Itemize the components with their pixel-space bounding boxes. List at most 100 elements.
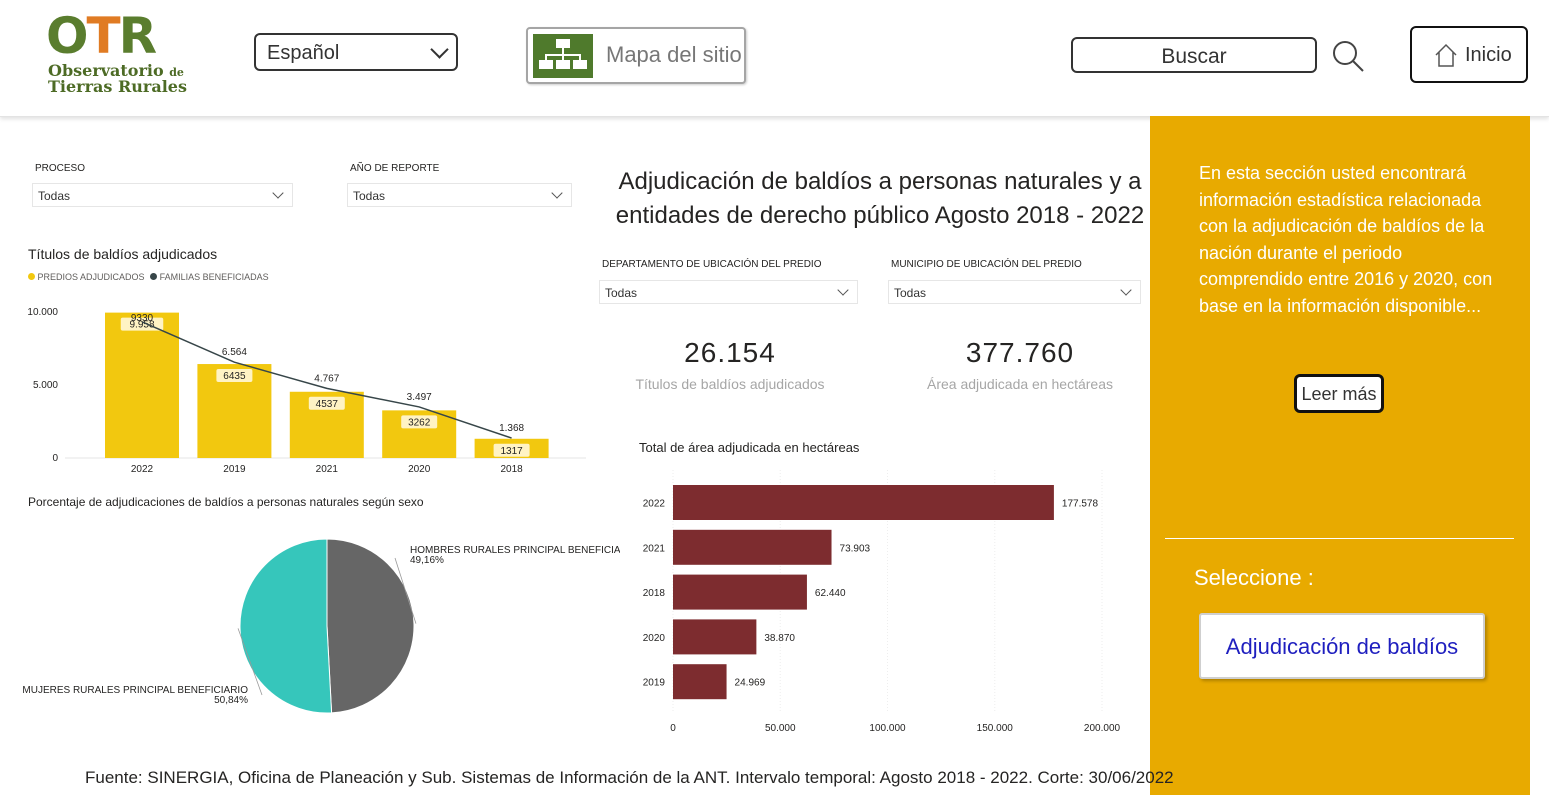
- hbar-area: [673, 664, 727, 700]
- titulos-chart-legend: PREDIOS ADJUDICADOS FAMILIAS BENEFICIADA…: [28, 272, 269, 282]
- x-tick-label: 2020: [408, 464, 431, 475]
- data-label-bg: [401, 415, 438, 429]
- area-chart-title: Total de área adjudicada en hectáreas: [639, 440, 860, 455]
- page-title-line2: entidades de derecho público Agosto 2018…: [615, 202, 1145, 229]
- hbar-area: [673, 619, 757, 655]
- kpi-area-value: 377.760: [965, 337, 1075, 368]
- data-label-predios: 4537: [316, 399, 339, 410]
- y-tick-label: 10.000: [27, 307, 58, 318]
- y-tick-label: 5.000: [33, 380, 58, 391]
- pie-slice-label: HOMBRES RURALES PRINCIPAL BENEFICIARIO: [410, 545, 620, 556]
- side-panel-divider: [1165, 538, 1514, 539]
- departamento-filter-title: DEPARTAMENTO DE UBICACIÓN DEL PREDIO: [602, 259, 822, 270]
- pie-leader-line: [394, 557, 417, 624]
- anio-filter-title: AÑO DE REPORTE: [350, 163, 440, 174]
- x-tick-label: 2022: [131, 464, 154, 475]
- proceso-filter[interactable]: Todas: [32, 183, 293, 207]
- departamento-filter-value: Todas: [605, 286, 638, 300]
- legend-label-predios: PREDIOS ADJUDICADOS: [37, 272, 145, 282]
- data-label-familias: 6.564: [222, 347, 247, 358]
- home-label: Inicio: [1465, 44, 1512, 66]
- page-title-line1: Adjudicación de baldíos a personas natur…: [618, 168, 1142, 195]
- select-label: Seleccione :: [1194, 565, 1314, 590]
- proceso-filter-title: PROCESO: [35, 163, 86, 174]
- logo-line1-text: Observatorio: [48, 61, 164, 80]
- titulos-chart-title: Títulos de baldíos adjudicados: [28, 246, 218, 262]
- sexo-chart-title: Porcentaje de adjudicaciones de baldíos …: [28, 495, 424, 509]
- anio-filter[interactable]: Todas: [347, 183, 572, 207]
- pie-slice-pct: 50,84%: [214, 695, 248, 706]
- data-label-area: 177.578: [1062, 499, 1099, 510]
- data-label-familias: 1.368: [499, 423, 524, 434]
- data-label-area: 62.440: [815, 588, 846, 599]
- logo-line1-small: de: [169, 66, 184, 79]
- sitemap-label: Mapa del sitio: [606, 42, 742, 67]
- bar-predios: [105, 312, 179, 458]
- read-more-button[interactable]: Leer más: [1294, 374, 1384, 413]
- logo-letter-o: O: [46, 7, 88, 65]
- data-label-familias: 9330: [131, 313, 154, 324]
- sexo-pie-chart: HOMBRES RURALES PRINCIPAL BENEFICIARIO49…: [22, 538, 620, 714]
- pie-slice: [239, 538, 333, 714]
- language-select-value: Español: [267, 42, 340, 64]
- logo-letter-t: T: [86, 7, 121, 65]
- municipio-filter[interactable]: Todas: [888, 280, 1141, 304]
- line-familias: [141, 321, 512, 439]
- chevron-down-icon: [430, 40, 449, 59]
- data-label-area: 24.969: [735, 678, 766, 689]
- municipio-filter-title: MUNICIPIO DE UBICACIÓN DEL PREDIO: [891, 259, 1082, 270]
- pie-leader-line: [237, 628, 263, 696]
- data-label-bg: [493, 443, 530, 457]
- data-label-predios: 1317: [500, 446, 523, 457]
- logo-subtitle-line2: Tierras Rurales: [48, 77, 187, 96]
- anio-filter-value: Todas: [353, 189, 386, 203]
- page-title: Adjudicación de baldíos a personas natur…: [600, 165, 1160, 233]
- language-select[interactable]: Español: [254, 33, 458, 71]
- legend-label-familias: FAMILIAS BENEFICIADAS: [159, 272, 269, 282]
- x-tick-label: 200.000: [1084, 723, 1121, 734]
- data-label-bg: [308, 396, 345, 410]
- hbar-area: [673, 529, 832, 565]
- titulos-combo-chart: 0 5.000 10.000 2022 9.958 2019 6435 2021 4537 202…: [27, 307, 586, 475]
- x-tick-label: 0: [670, 723, 676, 734]
- x-tick-label: 50.000: [765, 723, 796, 734]
- search-icon[interactable]: [1330, 38, 1366, 74]
- x-tick-label: 2021: [316, 464, 339, 475]
- info-side-panel: [1150, 116, 1530, 795]
- search-input[interactable]: Buscar: [1071, 37, 1317, 73]
- hbar-area: [673, 574, 807, 610]
- logo-letter-r: R: [118, 7, 157, 65]
- data-label-familias: 3.497: [407, 392, 432, 403]
- chevron-down-icon: [837, 284, 849, 296]
- source-footer: Fuente: SINERGIA, Oficina de Planeación …: [85, 768, 1174, 787]
- data-label-predios: 6435: [223, 371, 246, 382]
- y-tick-label: 2021: [643, 543, 666, 554]
- home-button[interactable]: Inicio: [1410, 26, 1528, 83]
- x-tick-label: 150.000: [977, 723, 1014, 734]
- logo-subtitle-line1: Observatorio de: [48, 62, 184, 81]
- legend-swatch-familias: [150, 273, 158, 280]
- kpi-titulos-value: 26.154: [684, 337, 776, 368]
- kpi-titulos-label: Títulos de baldíos adjudicados: [635, 376, 825, 392]
- chevron-down-icon: [1120, 284, 1132, 296]
- home-icon: [1434, 43, 1458, 67]
- adjudicacion-baldios-button[interactable]: Adjudicación de baldíos: [1199, 613, 1485, 679]
- x-tick-label: 100.000: [869, 723, 906, 734]
- data-label-bg: [120, 317, 164, 331]
- side-panel-description: En esta sección usted encontrará informa…: [1199, 163, 1493, 316]
- kpi-area-label: Área adjudicada en hectáreas: [926, 376, 1114, 392]
- x-tick-label: 2019: [223, 464, 246, 475]
- departamento-filter[interactable]: Todas: [599, 280, 858, 304]
- chevron-down-icon: [551, 187, 563, 199]
- hbar-area: [673, 485, 1054, 520]
- area-hbar-chart: 0 50.000 100.000 150.000 200.000 2022 177.578 2…: [643, 470, 1121, 734]
- y-tick-label: 2018: [643, 588, 666, 599]
- data-label-familias: 4.767: [314, 373, 339, 384]
- sitemap-button[interactable]: Mapa del sitio: [526, 27, 746, 84]
- chevron-down-icon: [272, 187, 284, 199]
- pie-slice-label: MUJERES RURALES PRINCIPAL BENEFICIARIO: [22, 685, 248, 696]
- y-tick-label: 2020: [643, 633, 666, 644]
- pie-slice-pct: 49,16%: [410, 555, 444, 566]
- otr-logo[interactable]: OTR: [46, 7, 157, 65]
- x-tick-label: 2018: [500, 464, 523, 475]
